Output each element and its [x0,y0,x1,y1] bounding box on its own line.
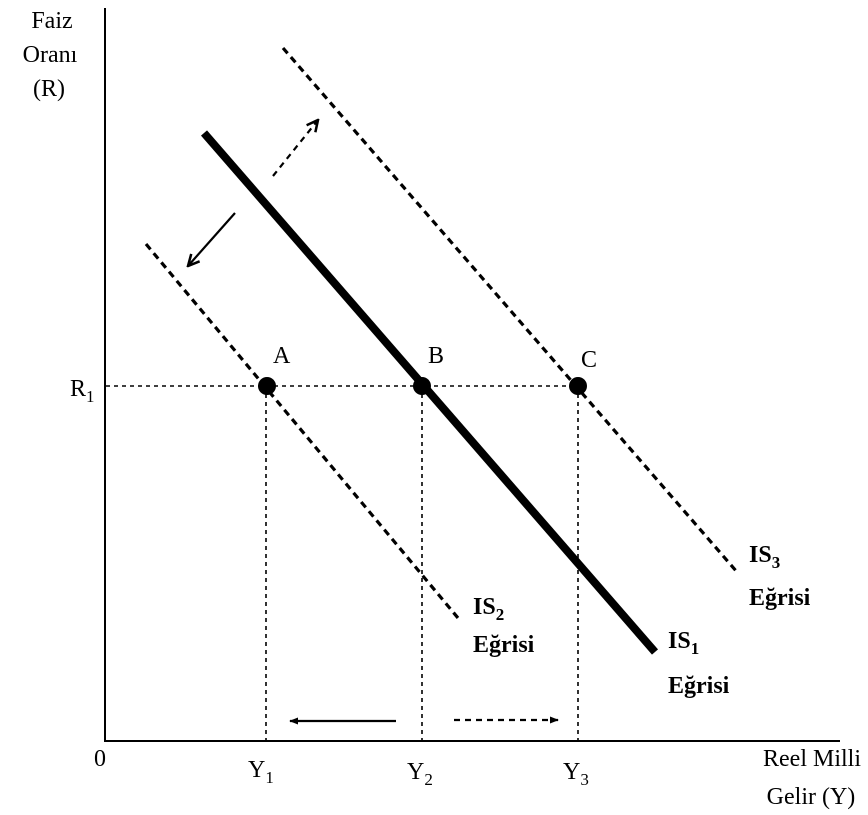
r1-tick-label: R1 [70,376,95,406]
is3-label: IS3 [749,542,780,572]
is1-word: Eğrisi [668,673,730,699]
y2-tick-label: Y2 [407,759,433,789]
x-axis-title-line2: Gelir (Y) [767,784,856,810]
point-c-marker [569,377,587,395]
shift-right-curve-arrow [272,120,318,177]
is3-word: Eğrisi [749,585,811,611]
y3-tick-label: Y3 [563,759,589,789]
y1-tick-label: Y1 [248,757,274,787]
point-b-label: B [428,343,444,369]
shift-left-curve-arrow [188,212,236,266]
y-axis-title-line1: Faiz [31,8,72,34]
is1-label: IS1 [668,628,699,658]
is2-label: IS2 [473,594,504,624]
point-c-label: C [581,347,597,373]
y-axis-title-line2: Oranı [23,42,78,68]
y-axis-title-line3: (R) [33,76,65,102]
x-axis-title-line1: Reel Milli [763,746,861,772]
point-b-marker [413,377,431,395]
point-a-label: A [273,343,291,369]
is2-curve [144,242,460,620]
is1-curve [200,130,659,655]
point-a-marker [258,377,276,395]
origin-label: 0 [94,746,106,772]
is2-word: Eğrisi [473,632,535,658]
is3-curve [281,46,739,574]
